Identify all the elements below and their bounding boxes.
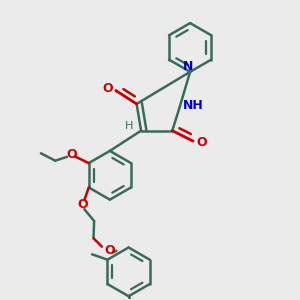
Text: N: N: [183, 60, 194, 73]
Text: O: O: [77, 198, 88, 211]
Text: O: O: [196, 136, 207, 149]
Text: O: O: [102, 82, 113, 95]
Text: O: O: [66, 148, 77, 161]
Text: O: O: [104, 244, 115, 257]
Text: H: H: [124, 121, 133, 131]
Text: NH: NH: [183, 99, 203, 112]
